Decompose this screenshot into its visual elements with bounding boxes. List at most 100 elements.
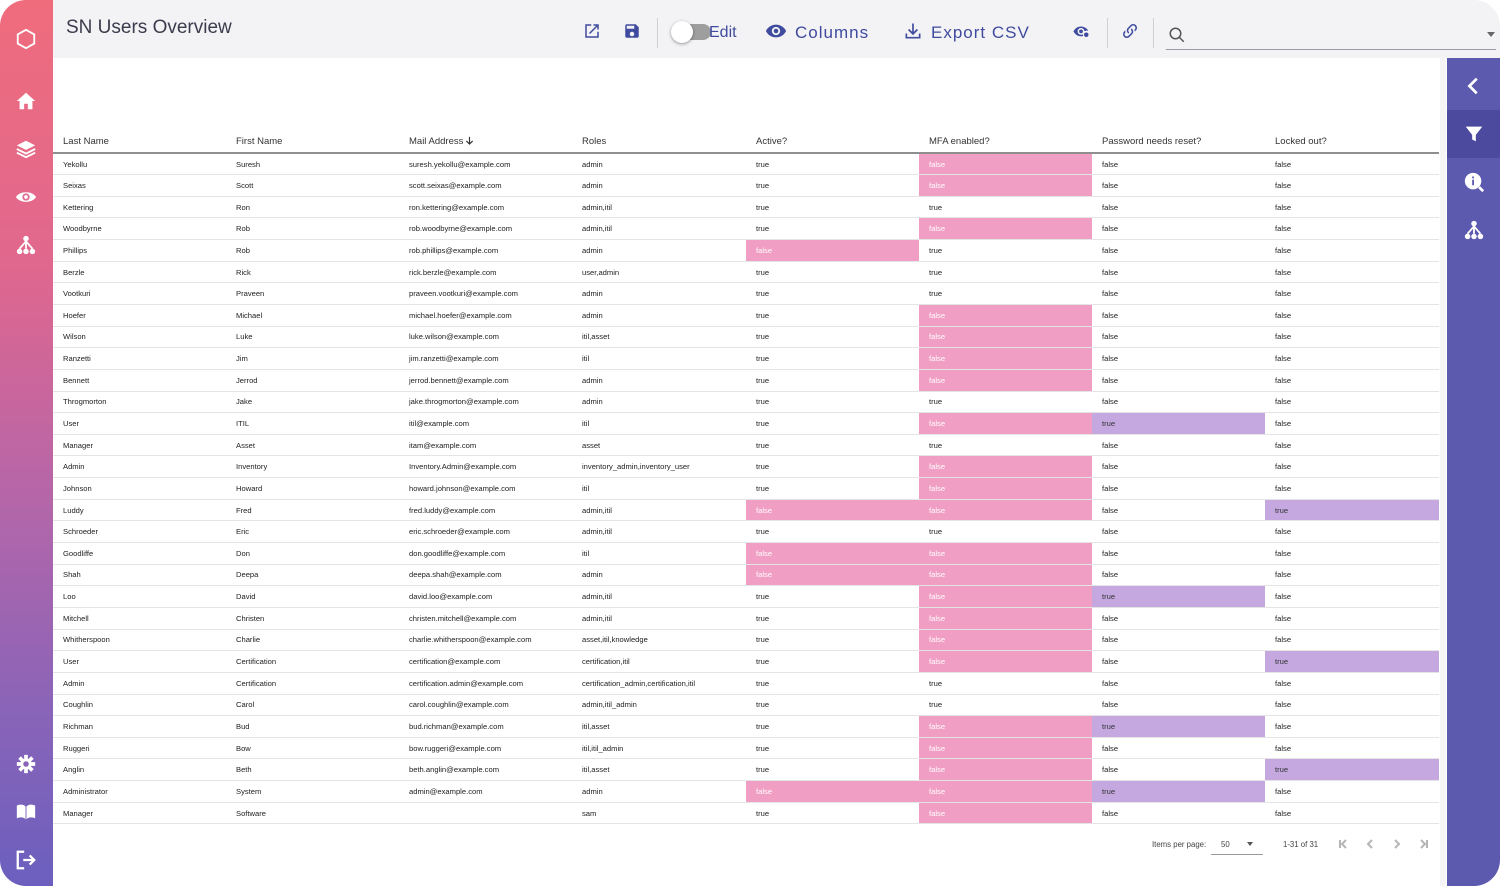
save-button[interactable]	[623, 18, 641, 48]
table-cell: rob.phillips@example.com	[399, 239, 572, 262]
table-cell: Bow	[226, 737, 399, 760]
table-cell: false	[1092, 391, 1265, 414]
table-row[interactable]: Johnson Howard howard.johnson@example.com i…	[53, 477, 1439, 500]
hierarchy-icon[interactable]	[13, 232, 39, 258]
columns-button[interactable]: Columns	[765, 18, 869, 48]
table-cell: admin,itil	[572, 585, 746, 608]
chevron-down-icon[interactable]	[1486, 29, 1496, 39]
column-header-label: Active?	[756, 135, 788, 147]
table-row[interactable]: Berzle Rick rick.berzle@example.com user,ad…	[53, 261, 1439, 284]
column-header[interactable]: Mail Address	[399, 130, 572, 154]
table-row[interactable]: Seixas Scott scott.seixas@example.com admin…	[53, 174, 1439, 197]
table-row[interactable]: Admin Certification certification.admin@ex…	[53, 672, 1439, 695]
column-header[interactable]: Roles	[572, 130, 746, 154]
logout-icon[interactable]	[13, 847, 39, 873]
table-cell: Shah	[53, 564, 226, 587]
gear-icon[interactable]	[13, 751, 39, 777]
vertical-scrollbar[interactable]	[1440, 58, 1446, 886]
table-row[interactable]: Luddy Fred fred.luddy@example.com admin,iti…	[53, 499, 1439, 522]
table-row[interactable]: Hoefer Michael michael.hoefer@example.com a…	[53, 304, 1439, 327]
table-row[interactable]: Manager Software sam true false false false	[53, 802, 1439, 825]
table-row[interactable]: Throgmorton Jake jake.throgmorton@example.…	[53, 391, 1439, 414]
table-row[interactable]: Kettering Ron ron.kettering@example.com adm…	[53, 196, 1439, 219]
table-row[interactable]: User ITIL itil@example.com itil true false tru…	[53, 412, 1439, 435]
table-row[interactable]: Bennett Jerrod jerrod.bennett@example.com a…	[53, 369, 1439, 392]
edit-label: Edit	[709, 24, 737, 41]
table-row[interactable]: Shah Deepa deepa.shah@example.com admin fals…	[53, 564, 1439, 587]
table-cell: beth.anglin@example.com	[399, 758, 572, 782]
table-cell: true	[746, 607, 919, 630]
edit-toggle[interactable]	[671, 21, 711, 43]
eye-icon[interactable]	[13, 184, 39, 210]
table-cell: true	[746, 153, 919, 176]
table-cell: true	[746, 391, 919, 414]
table-cell: admin,itil	[572, 196, 746, 219]
table-row[interactable]: Schroeder Eric eric.schroeder@example.com a…	[53, 520, 1439, 544]
column-header[interactable]: MFA enabled?	[919, 130, 1092, 154]
table-cell: fred.luddy@example.com	[399, 499, 572, 522]
table-cell: false	[1265, 542, 1439, 565]
table-cell: false	[1092, 239, 1265, 262]
table-row[interactable]: Wilson Luke luke.wilson@example.com itil,as…	[53, 326, 1439, 349]
table-cell: praveen.vootkuri@example.com	[399, 282, 572, 305]
table-cell: Charlie	[226, 629, 399, 652]
eye-icon	[765, 20, 787, 47]
next-page-button[interactable]	[1389, 836, 1405, 852]
table-row[interactable]: Ranzetti Jim jim.ranzetti@example.com itil t…	[53, 347, 1439, 370]
table-row[interactable]: Admin Inventory Inventory.Admin@example.co…	[53, 455, 1439, 479]
table-row[interactable]: Manager Asset itam@example.com asset true tru…	[53, 434, 1439, 457]
table-cell: Anglin	[53, 758, 226, 782]
last-page-button[interactable]	[1416, 836, 1432, 852]
filter-button[interactable]	[1447, 110, 1500, 158]
table-cell: itil	[572, 412, 746, 435]
table-cell: false	[1265, 585, 1439, 608]
table-row[interactable]: Whitherspoon Charlie charlie.whitherspoon@…	[53, 629, 1439, 652]
collapse-panel-button[interactable]	[1447, 62, 1500, 110]
table-row[interactable]: Loo David david.loo@example.com admin,itil t…	[53, 585, 1439, 608]
search-input[interactable]	[1194, 24, 1464, 46]
table-cell: Admin	[53, 672, 226, 695]
table-row[interactable]: Coughlin Carol carol.coughlin@example.com a…	[53, 694, 1439, 717]
info-button[interactable]	[1447, 158, 1500, 206]
table-cell: Suresh	[226, 153, 399, 176]
table-row[interactable]: Mitchell Christen christen.mitchell@exampl…	[53, 607, 1439, 630]
export-csv-button[interactable]: Export CSV	[903, 18, 1030, 48]
chevron-left-icon	[1466, 77, 1478, 95]
table-row[interactable]: Woodbyrne Rob rob.woodbyrne@example.com adm…	[53, 217, 1439, 241]
column-header[interactable]: Locked out?	[1265, 130, 1439, 154]
link-button[interactable]	[1121, 18, 1139, 48]
table-cell: Manager	[53, 802, 226, 825]
hierarchy-button[interactable]	[1447, 206, 1500, 254]
table-cell: true	[746, 282, 919, 305]
book-icon[interactable]	[13, 799, 39, 825]
table-row[interactable]: Vootkuri Praveen praveen.vootkuri@example.…	[53, 282, 1439, 305]
open-external-button[interactable]	[583, 18, 601, 48]
table-row[interactable]: Administrator System admin@example.com admi…	[53, 780, 1439, 803]
table-cell: scott.seixas@example.com	[399, 174, 572, 197]
table-row[interactable]: Phillips Rob rob.phillips@example.com admin…	[53, 239, 1439, 262]
table-row[interactable]: Richman Bud bud.richman@example.com itil,as…	[53, 715, 1439, 738]
table-row[interactable]: Ruggeri Bow bow.ruggeri@example.com itil,it…	[53, 737, 1439, 760]
table-row[interactable]: Goodliffe Don don.goodliffe@example.com iti…	[53, 542, 1439, 565]
prev-page-button[interactable]	[1362, 836, 1378, 852]
table-row[interactable]: Anglin Beth beth.anglin@example.com itil,as…	[53, 758, 1439, 782]
logo-hexagon-icon[interactable]	[13, 26, 39, 52]
chevron-down-icon	[1247, 842, 1253, 846]
layers-icon[interactable]	[13, 136, 39, 162]
column-header[interactable]: Last Name	[53, 130, 226, 154]
column-header[interactable]: First Name	[226, 130, 399, 154]
column-header[interactable]: Active?	[746, 130, 919, 154]
visibility-settings-button[interactable]	[1072, 18, 1090, 48]
items-per-page-select[interactable]: 50	[1211, 833, 1263, 855]
first-page-button[interactable]	[1335, 836, 1351, 852]
table-cell: false	[1092, 153, 1265, 176]
table-row[interactable]: Yekollu Suresh suresh.yekollu@example.com a…	[53, 153, 1439, 176]
home-icon[interactable]	[13, 88, 39, 114]
table-cell: Jerrod	[226, 369, 399, 392]
table-row[interactable]: User Certification certification@example.c…	[53, 650, 1439, 673]
column-header[interactable]: Password needs reset?	[1092, 130, 1265, 154]
column-header-label: Password needs reset?	[1102, 135, 1202, 147]
table-cell: bud.richman@example.com	[399, 715, 572, 738]
table-cell: true	[746, 672, 919, 695]
